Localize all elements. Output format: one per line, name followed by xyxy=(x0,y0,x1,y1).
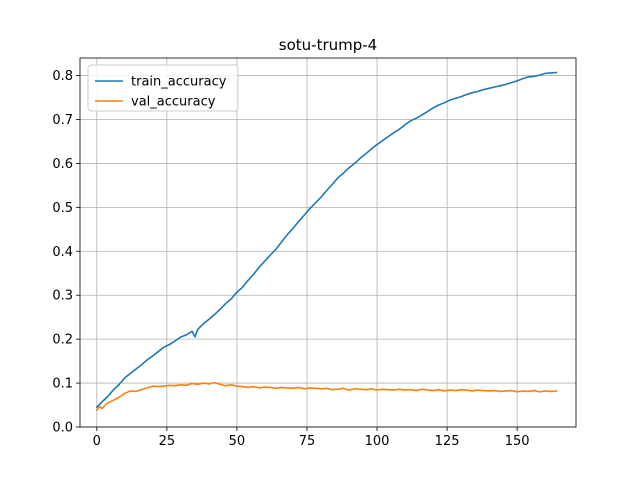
series-lines xyxy=(95,71,558,412)
x-tick-label: 150 xyxy=(505,434,530,449)
x-tick-label: 75 xyxy=(299,434,316,449)
axis-ticks: 0 25 50 75 100 125 150 0.0 0.1 0.2 0.3 0.4 0.5 0.6 0.7… xyxy=(52,69,529,449)
x-tick-label: 50 xyxy=(229,434,246,449)
x-tick-label: 100 xyxy=(365,434,390,449)
x-tick-label: 25 xyxy=(159,434,176,449)
series-line-train-accuracy xyxy=(95,71,558,409)
chart-title: sotu-trump-4 xyxy=(279,36,377,54)
legend-label-train-accuracy: train_accuracy xyxy=(131,75,227,90)
y-tick-label: 0.6 xyxy=(52,157,73,172)
legend: train_accuracy val_accuracy xyxy=(87,64,239,112)
y-tick-label: 0.4 xyxy=(52,245,73,260)
legend-label-val-accuracy: val_accuracy xyxy=(131,95,216,110)
y-tick-label: 0.0 xyxy=(52,421,73,436)
y-tick-label: 0.5 xyxy=(52,201,73,216)
y-tick-label: 0.3 xyxy=(52,289,73,304)
series-line-val-accuracy xyxy=(95,381,558,412)
y-tick-label: 0.7 xyxy=(52,113,73,128)
legend-box xyxy=(87,64,239,112)
y-tick-label: 0.8 xyxy=(52,69,73,84)
y-tick-label: 0.1 xyxy=(52,377,73,392)
y-tick-label: 0.2 xyxy=(52,333,73,348)
plot-frame xyxy=(79,57,577,428)
x-tick-label: 0 xyxy=(93,434,101,449)
x-tick-label: 125 xyxy=(435,434,460,449)
